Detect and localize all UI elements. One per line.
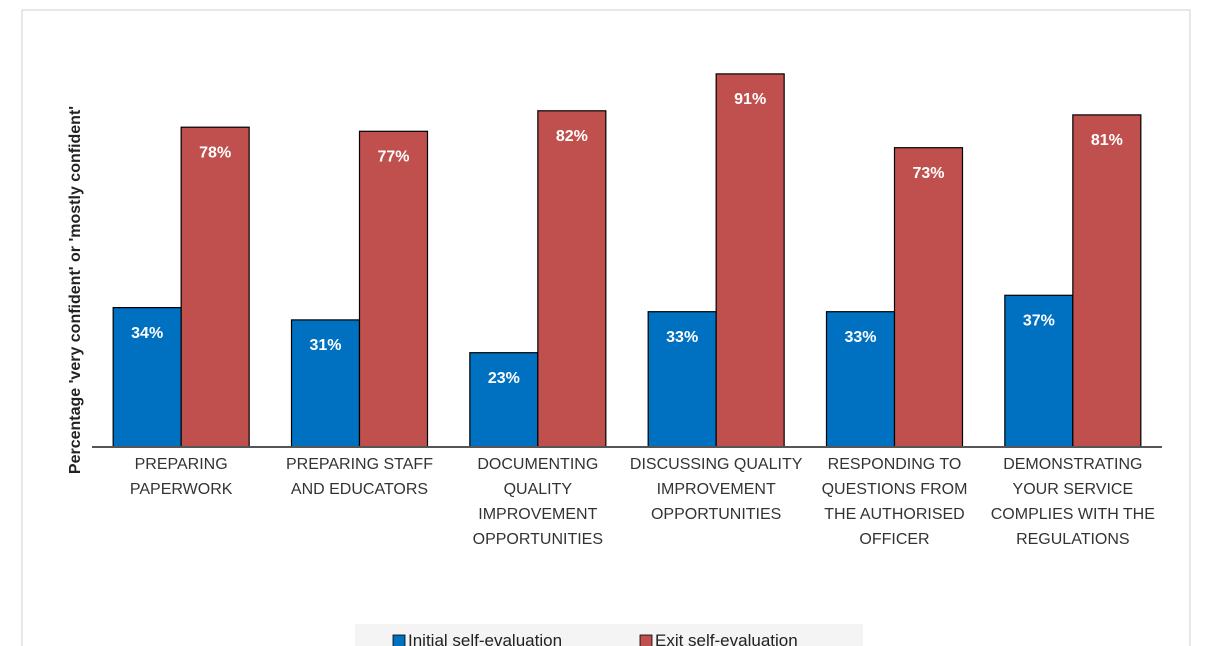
- bar: [893, 147, 964, 448]
- y-axis-label: Percentage 'very confident' or 'mostly c…: [67, 106, 84, 474]
- x-tick-label: DISCUSSING QUALITY IMPROVEMENT OPPORTUNI…: [629, 456, 803, 523]
- value-label: 73%: [912, 165, 944, 182]
- value-label: 77%: [377, 149, 409, 166]
- value-label: 37%: [1023, 313, 1055, 330]
- value-label: 82%: [556, 128, 588, 145]
- legend-label: Initial self-evaluation: [408, 631, 563, 646]
- bar: [469, 352, 539, 448]
- value-label: 33%: [666, 329, 698, 346]
- value-label: 33%: [844, 329, 876, 346]
- x-tick-label: PREPARING PAPERWORK: [129, 456, 233, 498]
- bar: [112, 307, 182, 448]
- x-tick-label: PREPARING STAFF AND EDUCATORS: [286, 456, 433, 498]
- bar: [825, 311, 896, 448]
- value-label: 78%: [199, 144, 231, 161]
- bar: [180, 126, 250, 448]
- legend-box: [355, 624, 863, 646]
- x-tick-label: DEMONSTRATING YOUR SERVICE COMPLIES WITH…: [990, 456, 1155, 548]
- legend-swatch: [392, 634, 406, 646]
- x-tick-label: RESPONDING TO QUESTIONS FROM THE AUTHORI…: [821, 456, 968, 548]
- bar: [537, 110, 607, 448]
- legend-label: Exit self-evaluation: [655, 631, 798, 646]
- value-label: 23%: [488, 370, 520, 387]
- bar: [715, 73, 785, 448]
- value-label: 31%: [309, 337, 341, 354]
- bar: [1004, 294, 1074, 448]
- bar: [1072, 114, 1142, 448]
- bar: [358, 130, 429, 448]
- value-label: 81%: [1091, 132, 1123, 149]
- legend-swatch: [639, 634, 653, 646]
- value-label: 34%: [131, 325, 163, 342]
- value-label: 91%: [734, 91, 766, 108]
- x-tick-label: DOCUMENTING QUALITY IMPROVEMENT OPPORTUN…: [472, 456, 604, 548]
